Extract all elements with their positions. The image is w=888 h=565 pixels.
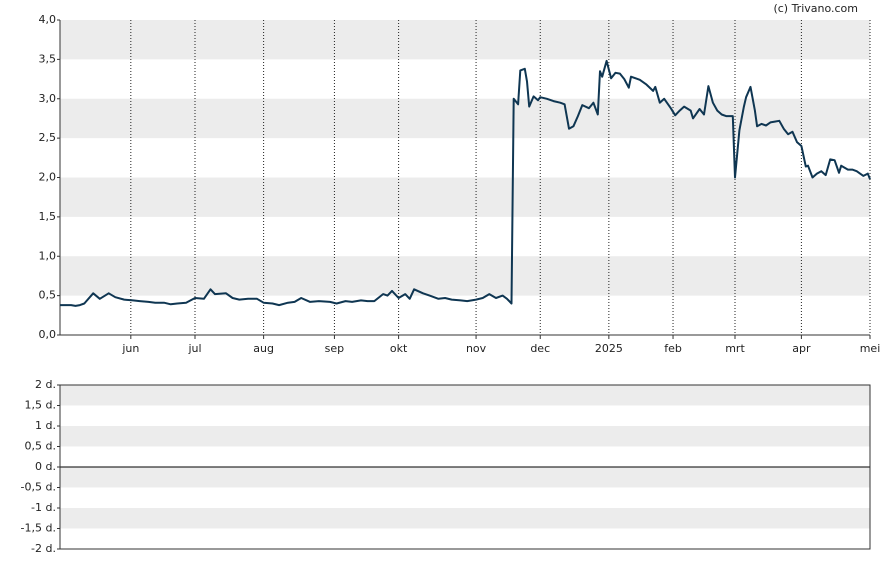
grid-band xyxy=(60,177,870,217)
x-tick-label: sep xyxy=(325,342,344,355)
credit: (c) Trivano.com xyxy=(773,2,858,15)
y-tick-label: 3,5 xyxy=(39,52,57,65)
grid-band xyxy=(60,426,870,447)
y-tick-label: 4,0 xyxy=(39,13,57,26)
price-line xyxy=(60,59,871,307)
y-tick-label: -1,5 d. xyxy=(21,522,56,535)
x-tick-label: feb xyxy=(664,342,682,355)
y-tick-label: 2 d. xyxy=(35,378,56,391)
y-tick-label: 1,5 xyxy=(39,210,57,223)
x-tick-label: jun xyxy=(121,342,139,355)
grid-band xyxy=(60,508,870,529)
x-tick-label: apr xyxy=(792,342,811,355)
x-tick-label: okt xyxy=(390,342,408,355)
grid-band xyxy=(60,256,870,296)
y-tick-label: -2 d. xyxy=(31,542,56,555)
x-tick-label: 2025 xyxy=(595,342,623,355)
y-tick-label: 2,0 xyxy=(39,171,57,184)
x-tick-label: mrt xyxy=(725,342,745,355)
grid-band xyxy=(60,385,870,406)
y-tick-label: 0,0 xyxy=(39,328,57,341)
x-tick-label: mei xyxy=(860,342,881,355)
x-tick-label: aug xyxy=(253,342,274,355)
y-tick-label: 0,5 xyxy=(39,289,57,302)
y-tick-label: 0,5 d. xyxy=(25,440,56,453)
grid-band xyxy=(60,467,870,488)
grid-band xyxy=(60,98,870,139)
frame xyxy=(59,384,871,550)
y-tick-label: 1,0 xyxy=(39,249,57,262)
y-tick-label: 2,5 xyxy=(39,131,57,144)
x-tick-label: dec xyxy=(530,342,550,355)
grid-band xyxy=(60,20,870,60)
y-tick-label: 0 d. xyxy=(35,460,56,473)
y-tick-label: 1 d. xyxy=(35,419,56,432)
y-tick-label: -1 d. xyxy=(31,501,56,514)
x-tick-label: nov xyxy=(466,342,487,355)
y-tick-label: -0,5 d. xyxy=(21,481,56,494)
y-tick-label: 3,0 xyxy=(39,92,57,105)
x-tick-label: jul xyxy=(187,342,201,355)
y-tick-label: 1,5 d. xyxy=(25,399,56,412)
